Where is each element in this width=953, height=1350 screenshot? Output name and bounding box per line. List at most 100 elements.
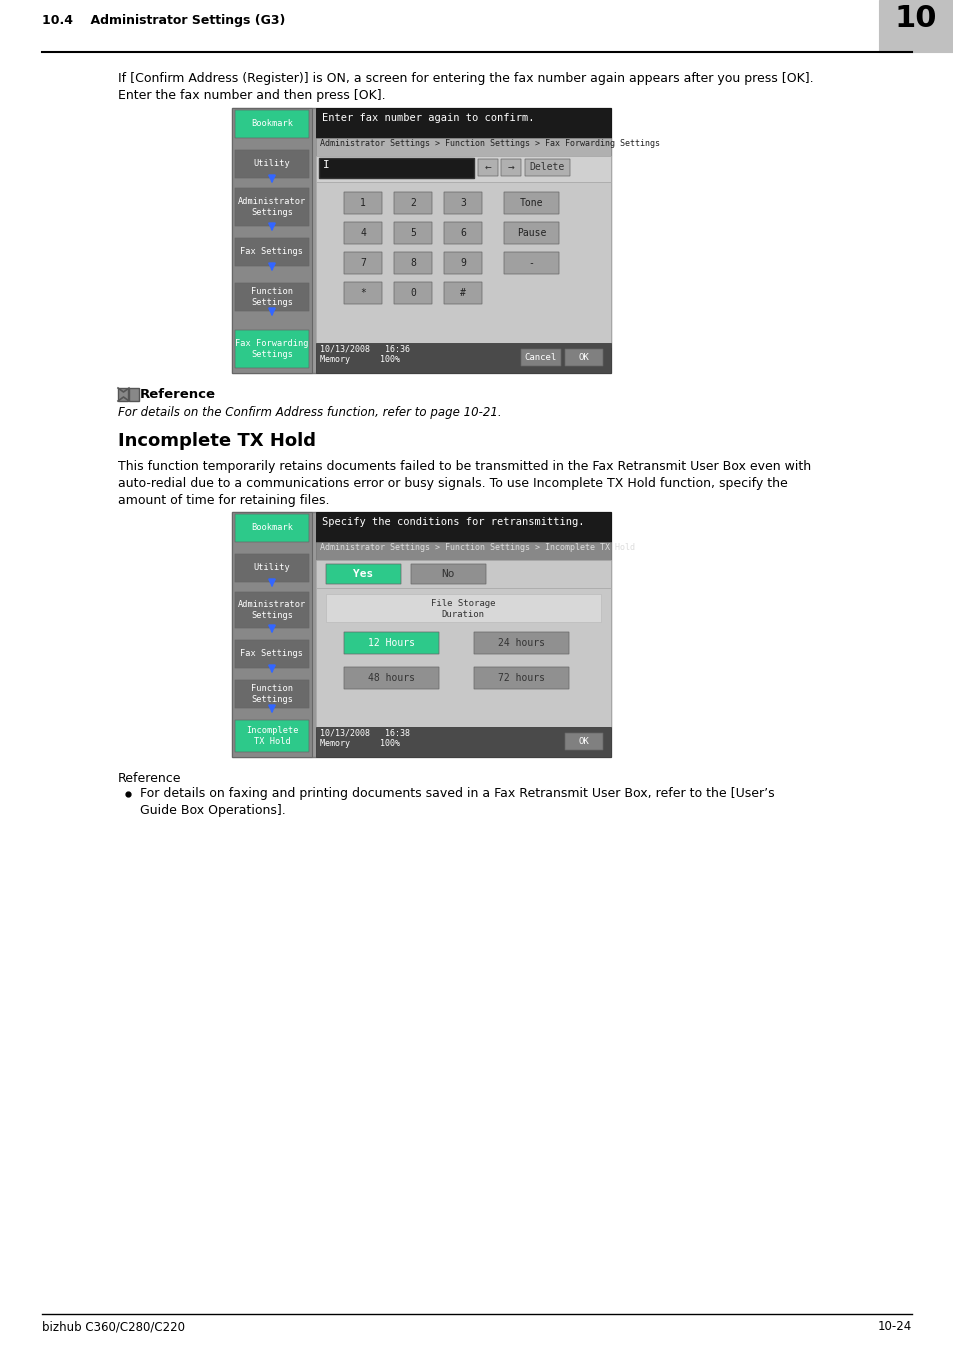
Text: -: - bbox=[528, 258, 534, 269]
Bar bbox=[318, 158, 474, 178]
Text: If [Confirm Address (Register)] is ON, a screen for entering the fax number agai: If [Confirm Address (Register)] is ON, a… bbox=[118, 72, 813, 85]
Text: 24 hours: 24 hours bbox=[497, 639, 544, 648]
Bar bbox=[878, 0, 953, 53]
FancyBboxPatch shape bbox=[234, 514, 309, 541]
Text: bizhub C360/C280/C220: bizhub C360/C280/C220 bbox=[42, 1320, 185, 1332]
Text: Incomplete TX Hold: Incomplete TX Hold bbox=[118, 432, 315, 450]
FancyBboxPatch shape bbox=[234, 188, 309, 225]
Bar bbox=[315, 589, 610, 728]
Text: Administrator Settings > Function Settings > Fax Forwarding Settings: Administrator Settings > Function Settin… bbox=[319, 139, 659, 148]
FancyBboxPatch shape bbox=[234, 284, 309, 310]
Bar bbox=[315, 560, 610, 589]
Text: 10.4    Administrator Settings (G3): 10.4 Administrator Settings (G3) bbox=[42, 14, 285, 27]
FancyBboxPatch shape bbox=[234, 150, 309, 178]
FancyBboxPatch shape bbox=[443, 282, 481, 304]
FancyBboxPatch shape bbox=[503, 252, 558, 274]
Text: 72 hours: 72 hours bbox=[497, 674, 544, 683]
Text: Utility: Utility bbox=[253, 563, 290, 572]
Bar bbox=[232, 512, 610, 757]
Bar bbox=[232, 108, 312, 373]
Text: Tone: Tone bbox=[519, 198, 542, 208]
Text: 1: 1 bbox=[359, 198, 366, 208]
Text: OK: OK bbox=[578, 352, 589, 362]
Bar bbox=[326, 594, 600, 622]
Text: Administrator
Settings: Administrator Settings bbox=[237, 197, 306, 217]
Text: 4: 4 bbox=[359, 228, 366, 238]
Text: Bookmark: Bookmark bbox=[251, 524, 293, 532]
Text: ←: ← bbox=[484, 162, 491, 173]
Text: OK: OK bbox=[578, 737, 589, 747]
Bar bbox=[232, 512, 312, 757]
Text: 9: 9 bbox=[459, 258, 465, 269]
Text: Fax Settings: Fax Settings bbox=[240, 649, 303, 659]
Text: #: # bbox=[459, 288, 465, 298]
Text: Fax Settings: Fax Settings bbox=[240, 247, 303, 256]
Text: 10: 10 bbox=[894, 4, 936, 32]
Text: File Storage: File Storage bbox=[431, 599, 495, 608]
FancyBboxPatch shape bbox=[234, 109, 309, 138]
Text: 48 hours: 48 hours bbox=[368, 674, 415, 683]
FancyBboxPatch shape bbox=[344, 252, 381, 274]
Bar bbox=[315, 343, 610, 373]
Text: 0: 0 bbox=[410, 288, 416, 298]
FancyBboxPatch shape bbox=[234, 640, 309, 668]
FancyBboxPatch shape bbox=[326, 564, 400, 585]
FancyBboxPatch shape bbox=[394, 282, 432, 304]
FancyBboxPatch shape bbox=[234, 680, 309, 707]
FancyBboxPatch shape bbox=[474, 667, 568, 688]
Text: 6: 6 bbox=[459, 228, 465, 238]
FancyBboxPatch shape bbox=[503, 192, 558, 215]
Text: 3: 3 bbox=[459, 198, 465, 208]
Text: Administrator
Settings: Administrator Settings bbox=[237, 601, 306, 620]
Bar bbox=[118, 387, 128, 401]
Text: Duration: Duration bbox=[441, 610, 484, 620]
Bar bbox=[315, 157, 610, 182]
Text: For details on the Confirm Address function, refer to page 10-21.: For details on the Confirm Address funct… bbox=[118, 406, 501, 418]
Text: 12 Hours: 12 Hours bbox=[368, 639, 415, 648]
Text: 7: 7 bbox=[359, 258, 366, 269]
Bar bbox=[315, 182, 610, 347]
Text: 8: 8 bbox=[410, 258, 416, 269]
Text: Reference: Reference bbox=[140, 387, 215, 401]
FancyBboxPatch shape bbox=[394, 252, 432, 274]
Text: Function
Settings: Function Settings bbox=[251, 684, 293, 703]
FancyBboxPatch shape bbox=[524, 159, 569, 176]
Text: 2: 2 bbox=[410, 198, 416, 208]
Text: Yes: Yes bbox=[353, 568, 374, 579]
Text: Cancel: Cancel bbox=[524, 352, 557, 362]
FancyBboxPatch shape bbox=[477, 159, 497, 176]
Text: 10/13/2008   16:38
Memory      100%: 10/13/2008 16:38 Memory 100% bbox=[319, 729, 410, 748]
Text: No: No bbox=[441, 568, 455, 579]
FancyBboxPatch shape bbox=[520, 350, 560, 366]
FancyBboxPatch shape bbox=[474, 632, 568, 653]
Text: →: → bbox=[507, 162, 514, 173]
Text: 10-24: 10-24 bbox=[877, 1320, 911, 1332]
Text: auto-redial due to a communications error or busy signals. To use Incomplete TX : auto-redial due to a communications erro… bbox=[118, 477, 787, 490]
Bar bbox=[315, 108, 610, 138]
Text: amount of time for retaining files.: amount of time for retaining files. bbox=[118, 494, 329, 508]
Bar bbox=[315, 512, 610, 541]
Bar bbox=[232, 108, 610, 373]
FancyBboxPatch shape bbox=[411, 564, 485, 585]
Text: *: * bbox=[359, 288, 366, 298]
FancyBboxPatch shape bbox=[500, 159, 520, 176]
FancyBboxPatch shape bbox=[344, 221, 381, 244]
Text: Pause: Pause bbox=[517, 228, 546, 238]
Bar bbox=[315, 541, 610, 560]
Text: Fax Forwarding
Settings: Fax Forwarding Settings bbox=[235, 339, 309, 359]
Text: Reference: Reference bbox=[118, 772, 181, 784]
FancyBboxPatch shape bbox=[234, 720, 309, 752]
FancyBboxPatch shape bbox=[234, 554, 309, 582]
Text: Enter fax number again to confirm.: Enter fax number again to confirm. bbox=[322, 113, 534, 123]
Text: For details on faxing and printing documents saved in a Fax Retransmit User Box,: For details on faxing and printing docum… bbox=[140, 787, 774, 801]
Text: Utility: Utility bbox=[253, 159, 290, 169]
FancyBboxPatch shape bbox=[344, 282, 381, 304]
Text: 10/13/2008   16:36
Memory      100%: 10/13/2008 16:36 Memory 100% bbox=[319, 346, 410, 365]
Text: Bookmark: Bookmark bbox=[251, 120, 293, 128]
Text: 5: 5 bbox=[410, 228, 416, 238]
FancyBboxPatch shape bbox=[443, 221, 481, 244]
FancyBboxPatch shape bbox=[503, 221, 558, 244]
FancyBboxPatch shape bbox=[564, 733, 602, 751]
FancyBboxPatch shape bbox=[394, 221, 432, 244]
Text: Administrator Settings > Function Settings > Incomplete TX Hold: Administrator Settings > Function Settin… bbox=[319, 543, 635, 552]
